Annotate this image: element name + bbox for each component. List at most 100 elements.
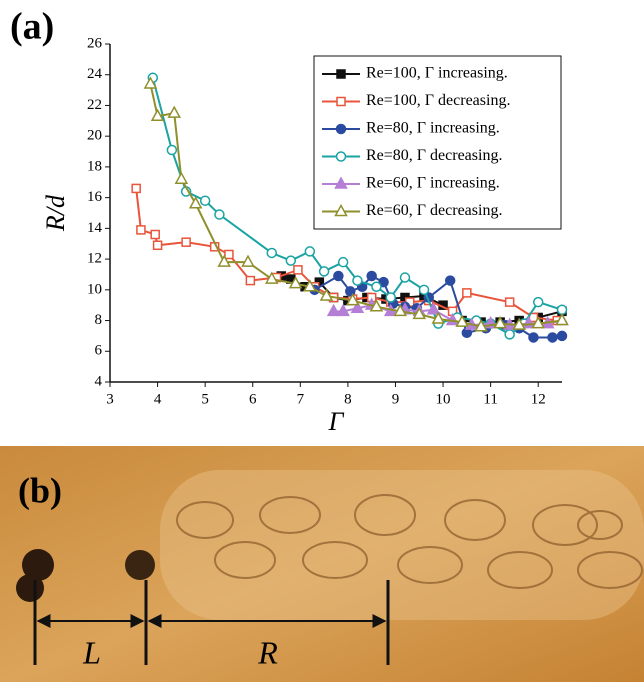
legend-marker bbox=[334, 176, 348, 189]
data-point bbox=[241, 254, 255, 267]
data-point bbox=[345, 293, 360, 306]
data-point bbox=[369, 299, 384, 312]
legend-label: Re=100, Γ decreasing. bbox=[366, 92, 510, 109]
data-point bbox=[319, 288, 334, 301]
data-point bbox=[504, 329, 515, 340]
data-point bbox=[318, 266, 330, 277]
vortices bbox=[176, 494, 643, 589]
cylinder bbox=[125, 550, 155, 580]
y-tick-label: 6 bbox=[95, 343, 103, 359]
data-point bbox=[293, 265, 303, 275]
data-point bbox=[462, 288, 472, 298]
data-point bbox=[352, 275, 363, 286]
data-point bbox=[143, 76, 158, 89]
data-point bbox=[426, 302, 441, 315]
y-tick-label: 8 bbox=[95, 312, 103, 328]
data-point bbox=[285, 255, 297, 266]
data-point bbox=[181, 237, 191, 247]
length-label: L bbox=[82, 634, 101, 670]
data-point bbox=[512, 317, 526, 330]
series-line bbox=[149, 83, 563, 328]
x-tick-label: 11 bbox=[483, 391, 497, 407]
data-point bbox=[556, 330, 568, 342]
photo-background bbox=[0, 446, 644, 682]
data-point bbox=[288, 276, 303, 289]
data-point bbox=[166, 144, 178, 156]
cylinder bbox=[22, 549, 54, 581]
y-tick-label: 18 bbox=[87, 158, 102, 174]
data-point bbox=[418, 284, 430, 296]
data-point bbox=[385, 292, 396, 303]
data-point bbox=[167, 105, 182, 118]
legend-label: Re=60, Γ increasing. bbox=[366, 175, 500, 192]
legend-marker bbox=[336, 96, 346, 107]
data-point bbox=[412, 306, 427, 320]
data-point bbox=[304, 246, 316, 257]
length-label: R bbox=[257, 634, 278, 670]
data-point bbox=[152, 240, 163, 251]
data-point bbox=[532, 296, 544, 308]
data-point bbox=[174, 171, 189, 184]
data-point bbox=[188, 196, 203, 209]
legend-label: Re=80, Γ increasing. bbox=[366, 120, 500, 137]
data-point bbox=[350, 300, 365, 314]
data-point bbox=[217, 254, 231, 267]
data-point bbox=[493, 316, 507, 329]
x-tick-label: 6 bbox=[249, 391, 257, 407]
data-point bbox=[547, 332, 558, 343]
data-point bbox=[555, 312, 569, 326]
data-point bbox=[224, 249, 234, 260]
legend-marker bbox=[335, 123, 347, 135]
dimension-lines bbox=[33, 580, 390, 665]
data-point bbox=[371, 281, 382, 292]
panel-label: (a) bbox=[10, 6, 54, 48]
data-point bbox=[303, 279, 317, 292]
x-tick-label: 5 bbox=[201, 391, 209, 407]
x-tick-label: 4 bbox=[154, 391, 162, 407]
legend-marker bbox=[336, 69, 346, 79]
legend: Re=100, Γ increasing. Re=100, Γ decreasin… bbox=[313, 55, 562, 230]
data-point bbox=[556, 304, 568, 316]
y-axis-label: R/d bbox=[41, 194, 70, 232]
data-point bbox=[455, 314, 469, 327]
data-point bbox=[474, 319, 488, 332]
y-tick-label: 26 bbox=[87, 35, 103, 51]
data-point bbox=[431, 311, 446, 324]
data-point bbox=[378, 276, 389, 288]
wake bbox=[160, 470, 644, 620]
data-point bbox=[393, 303, 408, 317]
data-point bbox=[150, 229, 160, 240]
y-tick-label: 22 bbox=[87, 97, 102, 113]
data-point bbox=[266, 247, 278, 259]
y-tick-label: 12 bbox=[87, 251, 102, 267]
x-tick-label: 3 bbox=[106, 391, 114, 407]
data-point bbox=[245, 275, 256, 286]
data-point bbox=[333, 270, 344, 282]
data-point bbox=[131, 183, 141, 194]
x-tick-label: 9 bbox=[392, 391, 400, 407]
data-point bbox=[199, 195, 211, 206]
cylinder bbox=[16, 574, 44, 602]
data-point bbox=[326, 303, 341, 317]
y-tick-label: 20 bbox=[87, 128, 102, 144]
data-point bbox=[336, 303, 350, 317]
data-point bbox=[264, 271, 279, 284]
y-tick-label: 24 bbox=[87, 66, 103, 82]
y-tick-label: 16 bbox=[87, 189, 103, 205]
data-point bbox=[504, 297, 515, 307]
x-tick-label: 7 bbox=[297, 391, 305, 407]
y-tick-label: 14 bbox=[87, 220, 103, 236]
x-tick-label: 8 bbox=[344, 391, 352, 407]
y-tick-label: 4 bbox=[95, 373, 103, 389]
legend-marker bbox=[334, 203, 348, 217]
x-axis-label: Γ bbox=[328, 407, 345, 436]
legend-label: Re=100, Γ increasing. bbox=[366, 65, 508, 82]
data-point bbox=[150, 108, 165, 121]
data-point bbox=[444, 275, 456, 286]
panel-label: (b) bbox=[18, 470, 62, 510]
legend-box bbox=[313, 55, 562, 230]
legend-marker bbox=[335, 151, 347, 162]
